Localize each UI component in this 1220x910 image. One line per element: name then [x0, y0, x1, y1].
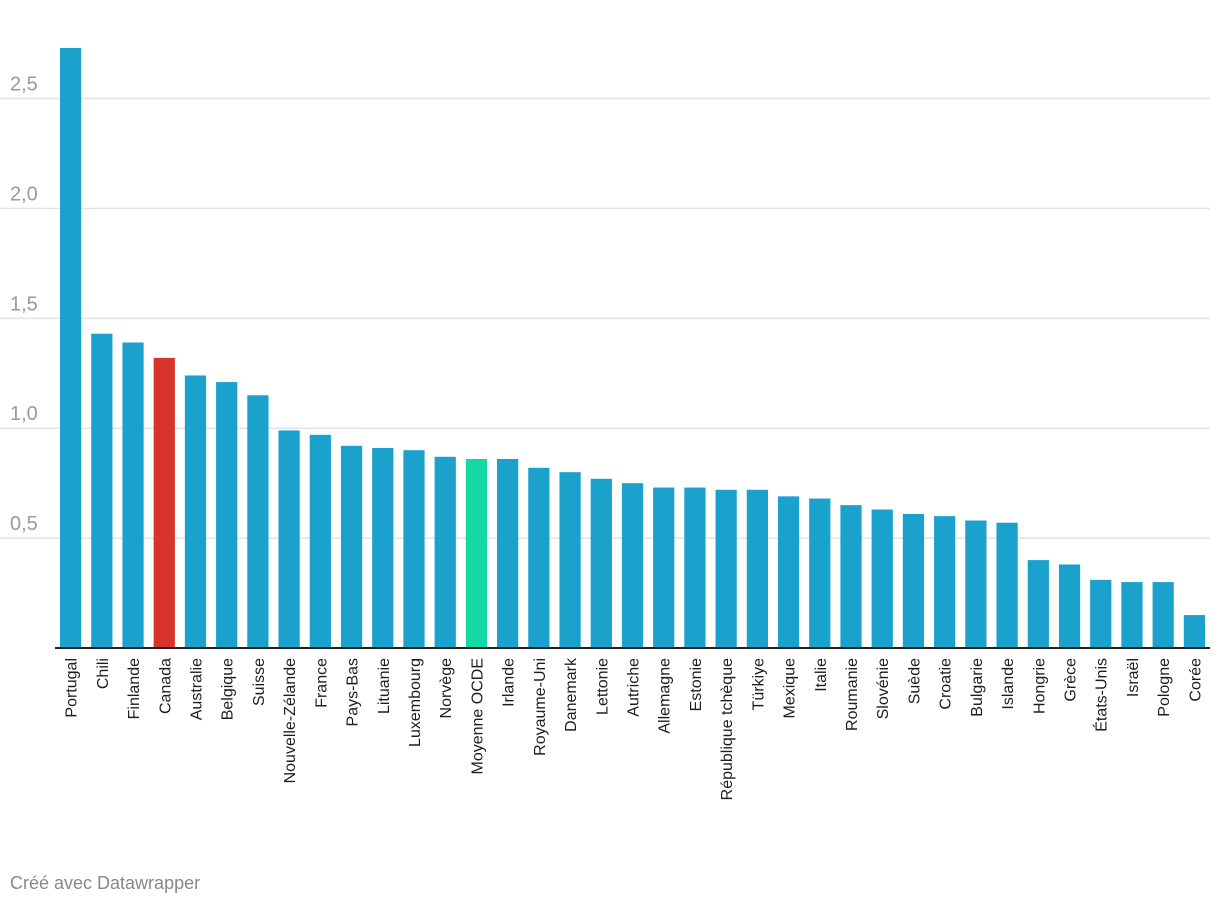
bar[interactable] — [403, 450, 425, 648]
x-tick-label: Hongrie — [1031, 658, 1048, 714]
x-tick-label: Autriche — [626, 658, 643, 717]
x-tick-label: Türkiye — [750, 658, 767, 711]
bar[interactable] — [621, 483, 644, 648]
x-tick-label: Irlande — [501, 658, 518, 707]
x-tick-label: Roumanie — [844, 658, 861, 731]
x-tick-label: Mexique — [782, 658, 799, 719]
x-tick-label: Slovénie — [875, 658, 892, 719]
bar[interactable] — [715, 489, 737, 648]
bar[interactable] — [965, 520, 987, 648]
bar[interactable] — [122, 342, 144, 648]
x-tick-label: Norvège — [438, 658, 455, 719]
bar[interactable] — [746, 489, 768, 648]
x-tick-label: Pays-Bas — [345, 658, 362, 726]
bar[interactable] — [684, 487, 706, 648]
x-tick-label: Lettonie — [594, 658, 611, 715]
y-tick-label: 0,5 — [10, 513, 38, 535]
x-tick-label: Finlande — [126, 658, 143, 719]
bar[interactable] — [902, 513, 925, 648]
bar[interactable] — [1090, 579, 1112, 648]
bar[interactable] — [777, 496, 800, 648]
y-tick-label: 2,0 — [10, 183, 38, 205]
x-tick-label: Luxembourg — [407, 658, 424, 747]
bar[interactable] — [247, 395, 269, 648]
bar[interactable] — [840, 505, 862, 648]
x-tick-label: Nouvelle-Zélande — [282, 658, 299, 784]
x-tick-label: Israël — [1125, 658, 1142, 697]
bar[interactable] — [1027, 560, 1049, 648]
x-tick-label: Corée — [1187, 658, 1204, 702]
x-tick-label: Croatie — [938, 658, 955, 710]
x-tick-label: Allemagne — [657, 658, 674, 734]
x-tick-label: Estonie — [688, 658, 705, 711]
bar[interactable] — [871, 509, 893, 648]
bar[interactable] — [465, 458, 488, 648]
x-tick-label: Italie — [813, 658, 830, 692]
bar[interactable] — [809, 498, 831, 648]
x-tick-label: Grèce — [1063, 658, 1080, 702]
bar[interactable] — [278, 430, 300, 648]
x-tick-label: Islande — [1000, 658, 1017, 710]
bar[interactable] — [340, 445, 363, 648]
credit-text[interactable]: Créé avec Datawrapper — [10, 873, 201, 893]
bar[interactable] — [996, 522, 1018, 648]
bar[interactable] — [1058, 564, 1081, 648]
x-tick-label: Moyenne OCDE — [469, 658, 486, 775]
y-tick-label: 1,5 — [10, 293, 38, 315]
y-tick-label: 2,5 — [10, 74, 38, 96]
x-tick-label: France — [313, 658, 330, 708]
bar[interactable] — [153, 357, 175, 648]
x-tick-label: Bulgarie — [969, 658, 986, 717]
bar[interactable] — [590, 478, 612, 648]
x-tick-label: Chili — [95, 658, 112, 689]
x-tick-label: République tchèque — [719, 658, 736, 800]
bar[interactable] — [216, 382, 238, 648]
x-tick-label: Danemark — [563, 657, 580, 732]
bar[interactable] — [59, 48, 82, 648]
bar[interactable] — [559, 472, 581, 648]
x-tick-label: Australie — [188, 658, 205, 720]
bar[interactable] — [528, 467, 550, 648]
y-tick-label: 1,0 — [10, 403, 38, 425]
bar[interactable] — [1121, 582, 1143, 648]
bar[interactable] — [372, 448, 394, 648]
bar[interactable] — [934, 516, 956, 648]
bar[interactable] — [184, 375, 207, 648]
bar[interactable] — [434, 456, 456, 648]
bar[interactable] — [653, 487, 675, 648]
bar[interactable] — [309, 434, 331, 648]
x-tick-label: États-Unis — [1092, 658, 1111, 732]
bar[interactable] — [91, 333, 113, 648]
x-tick-label: Lituanie — [376, 658, 393, 714]
bar[interactable] — [1183, 615, 1206, 648]
x-tick-label: Royaume-Uni — [532, 658, 549, 756]
x-tick-label: Suède — [906, 658, 923, 704]
x-tick-label: Pologne — [1156, 658, 1173, 717]
bar[interactable] — [1152, 582, 1174, 648]
x-tick-label: Belgique — [220, 658, 237, 720]
x-tick-label: Canada — [157, 658, 174, 714]
x-tick-label: Portugal — [64, 658, 81, 718]
x-tick-label: Suisse — [251, 658, 268, 706]
bar[interactable] — [497, 458, 519, 648]
